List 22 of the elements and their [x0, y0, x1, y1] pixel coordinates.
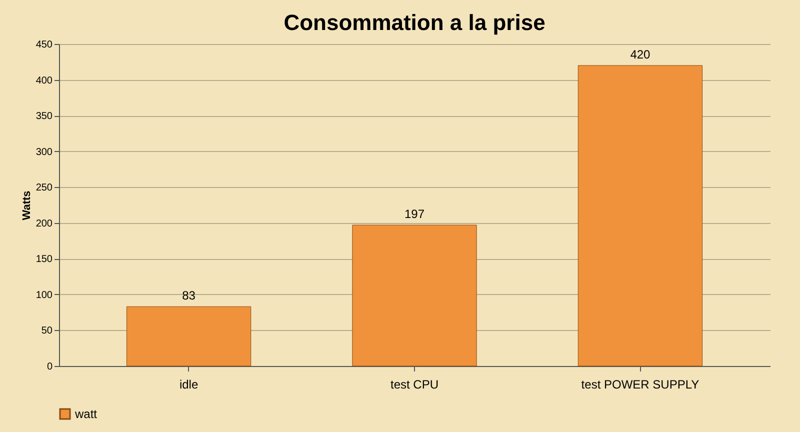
y-tick-label: 400 — [36, 75, 53, 86]
y-axis-title: Watts — [20, 190, 33, 220]
data-label: 197 — [404, 207, 425, 222]
bar — [578, 65, 703, 366]
data-label: 420 — [630, 47, 651, 62]
y-tick-label: 450 — [36, 40, 53, 50]
y-tick-label: 200 — [36, 218, 53, 230]
legend-label: watt — [74, 407, 98, 421]
y-tick-label: 250 — [36, 182, 53, 194]
bar — [126, 306, 252, 366]
y-tick-label: 350 — [36, 111, 53, 122]
x-tick-label: idle — [179, 378, 198, 392]
y-tick-label: 300 — [36, 146, 53, 158]
y-tick-label: 150 — [36, 254, 53, 266]
data-label: 83 — [182, 288, 196, 303]
y-tick-label: 0 — [46, 362, 53, 372]
x-tick-label: test CPU — [390, 378, 439, 392]
chart-title: Consommation a la prise — [284, 10, 546, 35]
x-tick-label: test POWER SUPPLY — [581, 378, 700, 392]
bar — [352, 224, 477, 366]
y-tick-label: 50 — [41, 326, 53, 337]
y-tick-label: 100 — [36, 290, 53, 301]
